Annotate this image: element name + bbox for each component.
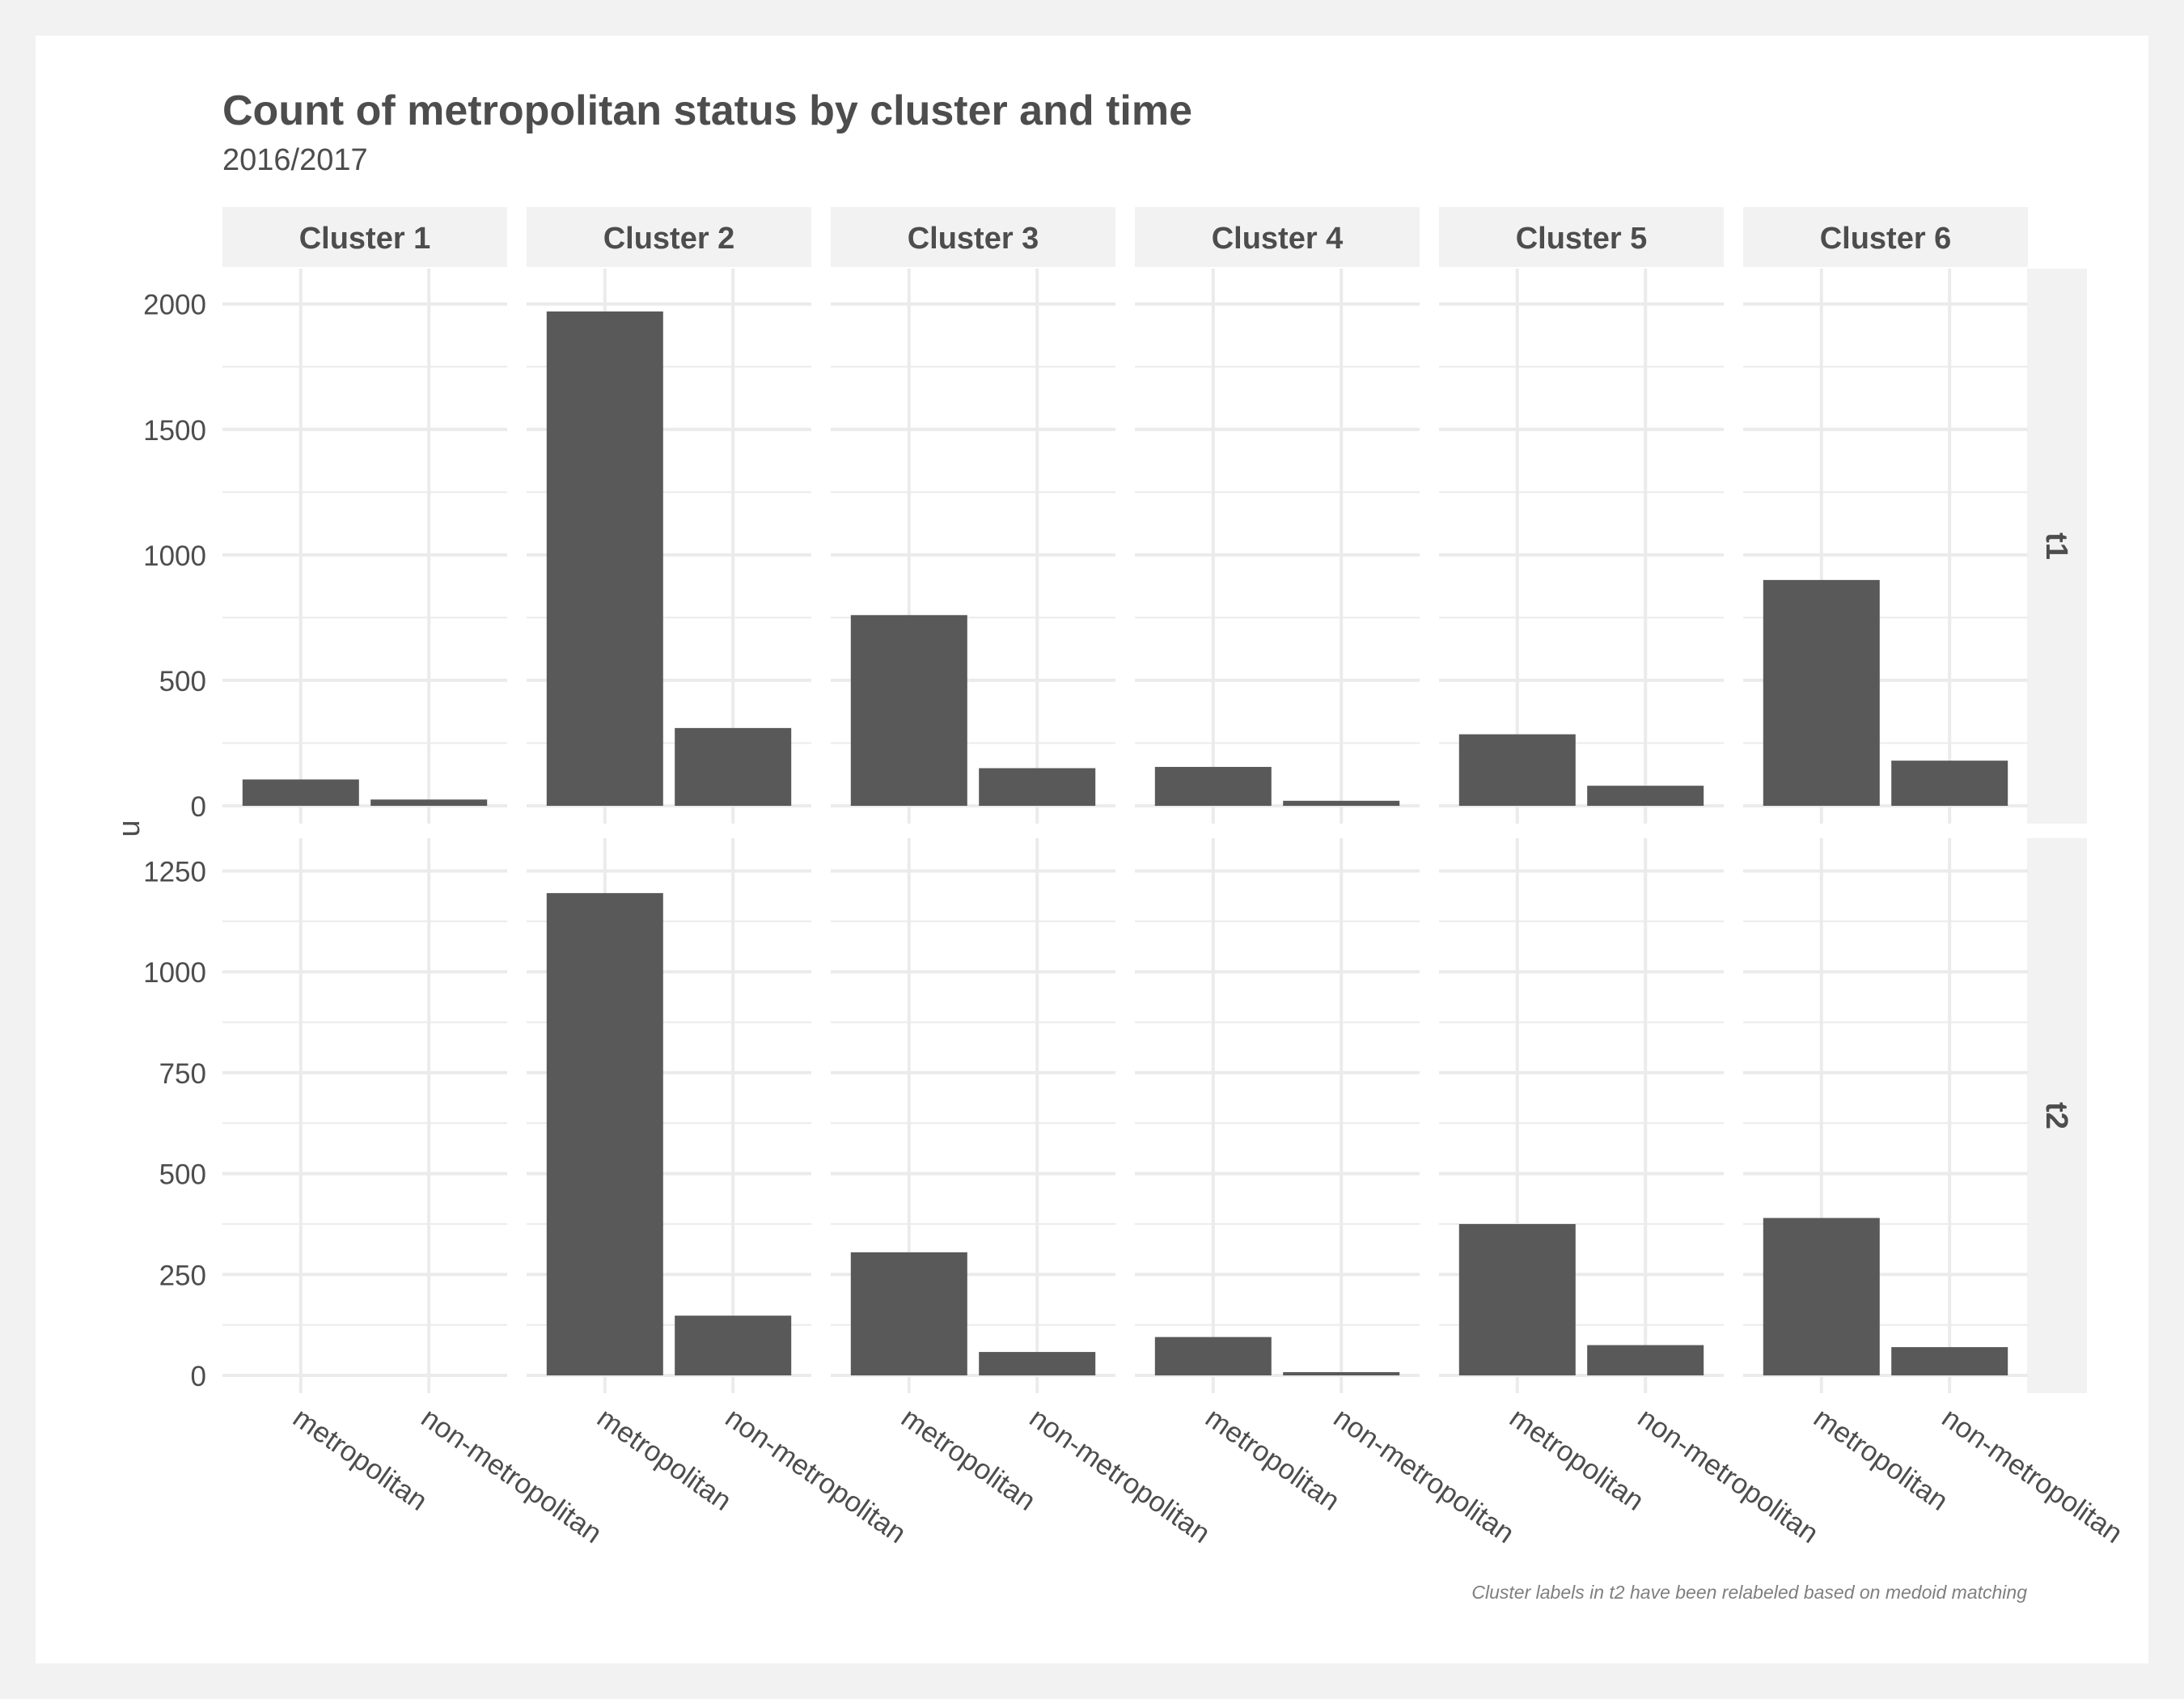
- x-tick-label: non-metropolitan: [1328, 1402, 1521, 1550]
- x-tick-label: non-metropolitan: [1632, 1402, 1825, 1550]
- x-tick-label: non-metropolitan: [720, 1402, 912, 1550]
- y-tick-label: 1250: [143, 856, 206, 888]
- x-tick-label: metropolitan: [895, 1402, 1041, 1517]
- bar-t1-c1-non-metropolitan: [370, 799, 488, 806]
- facet-strip-label: Cluster 1: [299, 222, 431, 256]
- y-tick-label: 2000: [143, 290, 206, 321]
- bar-t2-c3-non-metropolitan: [979, 1352, 1096, 1375]
- bar-t2-c4-non-metropolitan: [1283, 1372, 1400, 1375]
- facet-strip-label: Cluster 6: [1820, 222, 1952, 256]
- row-strip-t2: [2027, 838, 2087, 1393]
- facet-strip-label: Cluster 5: [1516, 222, 1648, 256]
- bar-t1-c1-metropolitan: [242, 779, 359, 806]
- y-tick-label: 250: [159, 1260, 206, 1291]
- bar-t2-c4-metropolitan: [1154, 1337, 1272, 1375]
- facet-strip-3: [831, 207, 1115, 267]
- x-tick-label: metropolitan: [287, 1402, 433, 1517]
- row-strip-label: t1: [2039, 532, 2073, 560]
- bar-t2-c5-non-metropolitan: [1587, 1345, 1704, 1375]
- x-tick-label: metropolitan: [1808, 1402, 1953, 1517]
- bar-t2-c6-metropolitan: [1763, 1218, 1880, 1375]
- row-strip-label: t2: [2039, 1102, 2073, 1129]
- bar-t1-c6-non-metropolitan: [1891, 761, 2008, 806]
- x-tick-label: non-metropolitan: [1936, 1402, 2129, 1550]
- x-tick-label: metropolitan: [1200, 1402, 1345, 1517]
- y-tick-label: 750: [159, 1058, 206, 1090]
- facet-strip-2: [527, 207, 811, 267]
- chart-subtitle: 2016/2017: [222, 143, 368, 177]
- x-tick-label: non-metropolitan: [416, 1402, 608, 1550]
- bar-t2-c6-non-metropolitan: [1891, 1347, 2008, 1375]
- x-tick-label: metropolitan: [591, 1402, 737, 1517]
- row-strip-t1: [2027, 269, 2087, 824]
- bar-t1-c5-non-metropolitan: [1587, 786, 1704, 806]
- bar-t2-c2-non-metropolitan: [675, 1316, 792, 1375]
- y-tick-label: 0: [191, 791, 206, 823]
- y-tick-label: 500: [159, 1159, 206, 1191]
- bar-t1-c2-non-metropolitan: [675, 727, 792, 806]
- y-tick-label: 1000: [143, 957, 206, 989]
- x-tick-label: metropolitan: [1504, 1402, 1649, 1517]
- chart-figure: Count of metropolitan status by cluster …: [36, 36, 2148, 1663]
- y-axis-label: n: [116, 820, 150, 837]
- bar-t1-c3-metropolitan: [850, 615, 967, 806]
- chart-title: Count of metropolitan status by cluster …: [222, 87, 1192, 134]
- facet-strip-5: [1439, 207, 1724, 267]
- bar-t1-c2-metropolitan: [546, 311, 663, 806]
- facet-strip-1: [222, 207, 507, 267]
- bar-t2-c2-metropolitan: [546, 892, 663, 1375]
- chart-caption: Cluster labels in t2 have been relabeled…: [1471, 1582, 2027, 1603]
- facet-strip-4: [1135, 207, 1420, 267]
- bar-t1-c4-non-metropolitan: [1283, 800, 1400, 806]
- bar-t2-c5-metropolitan: [1458, 1223, 1576, 1375]
- x-tick-label: non-metropolitan: [1024, 1402, 1217, 1550]
- bar-t1-c4-metropolitan: [1154, 766, 1272, 806]
- y-tick-label: 0: [191, 1361, 206, 1392]
- bar-t1-c5-metropolitan: [1458, 734, 1576, 806]
- facet-strip-label: Cluster 4: [1212, 222, 1344, 256]
- faceted-bar-chart: Count of metropolitan status by cluster …: [116, 87, 2128, 1603]
- bar-t1-c3-non-metropolitan: [979, 768, 1096, 806]
- facet-strip-6: [1743, 207, 2028, 267]
- bar-t2-c3-metropolitan: [850, 1252, 967, 1375]
- bar-t1-c6-metropolitan: [1763, 579, 1880, 806]
- y-tick-label: 1000: [143, 540, 206, 572]
- facet-panels: Cluster 1 Cluster 2 Cluster 3 Cluster 4 Clus…: [143, 207, 2128, 1549]
- y-tick-label: 1500: [143, 415, 206, 447]
- facet-strip-label: Cluster 3: [908, 222, 1039, 256]
- y-tick-label: 500: [159, 666, 206, 697]
- facet-strip-label: Cluster 2: [603, 222, 735, 256]
